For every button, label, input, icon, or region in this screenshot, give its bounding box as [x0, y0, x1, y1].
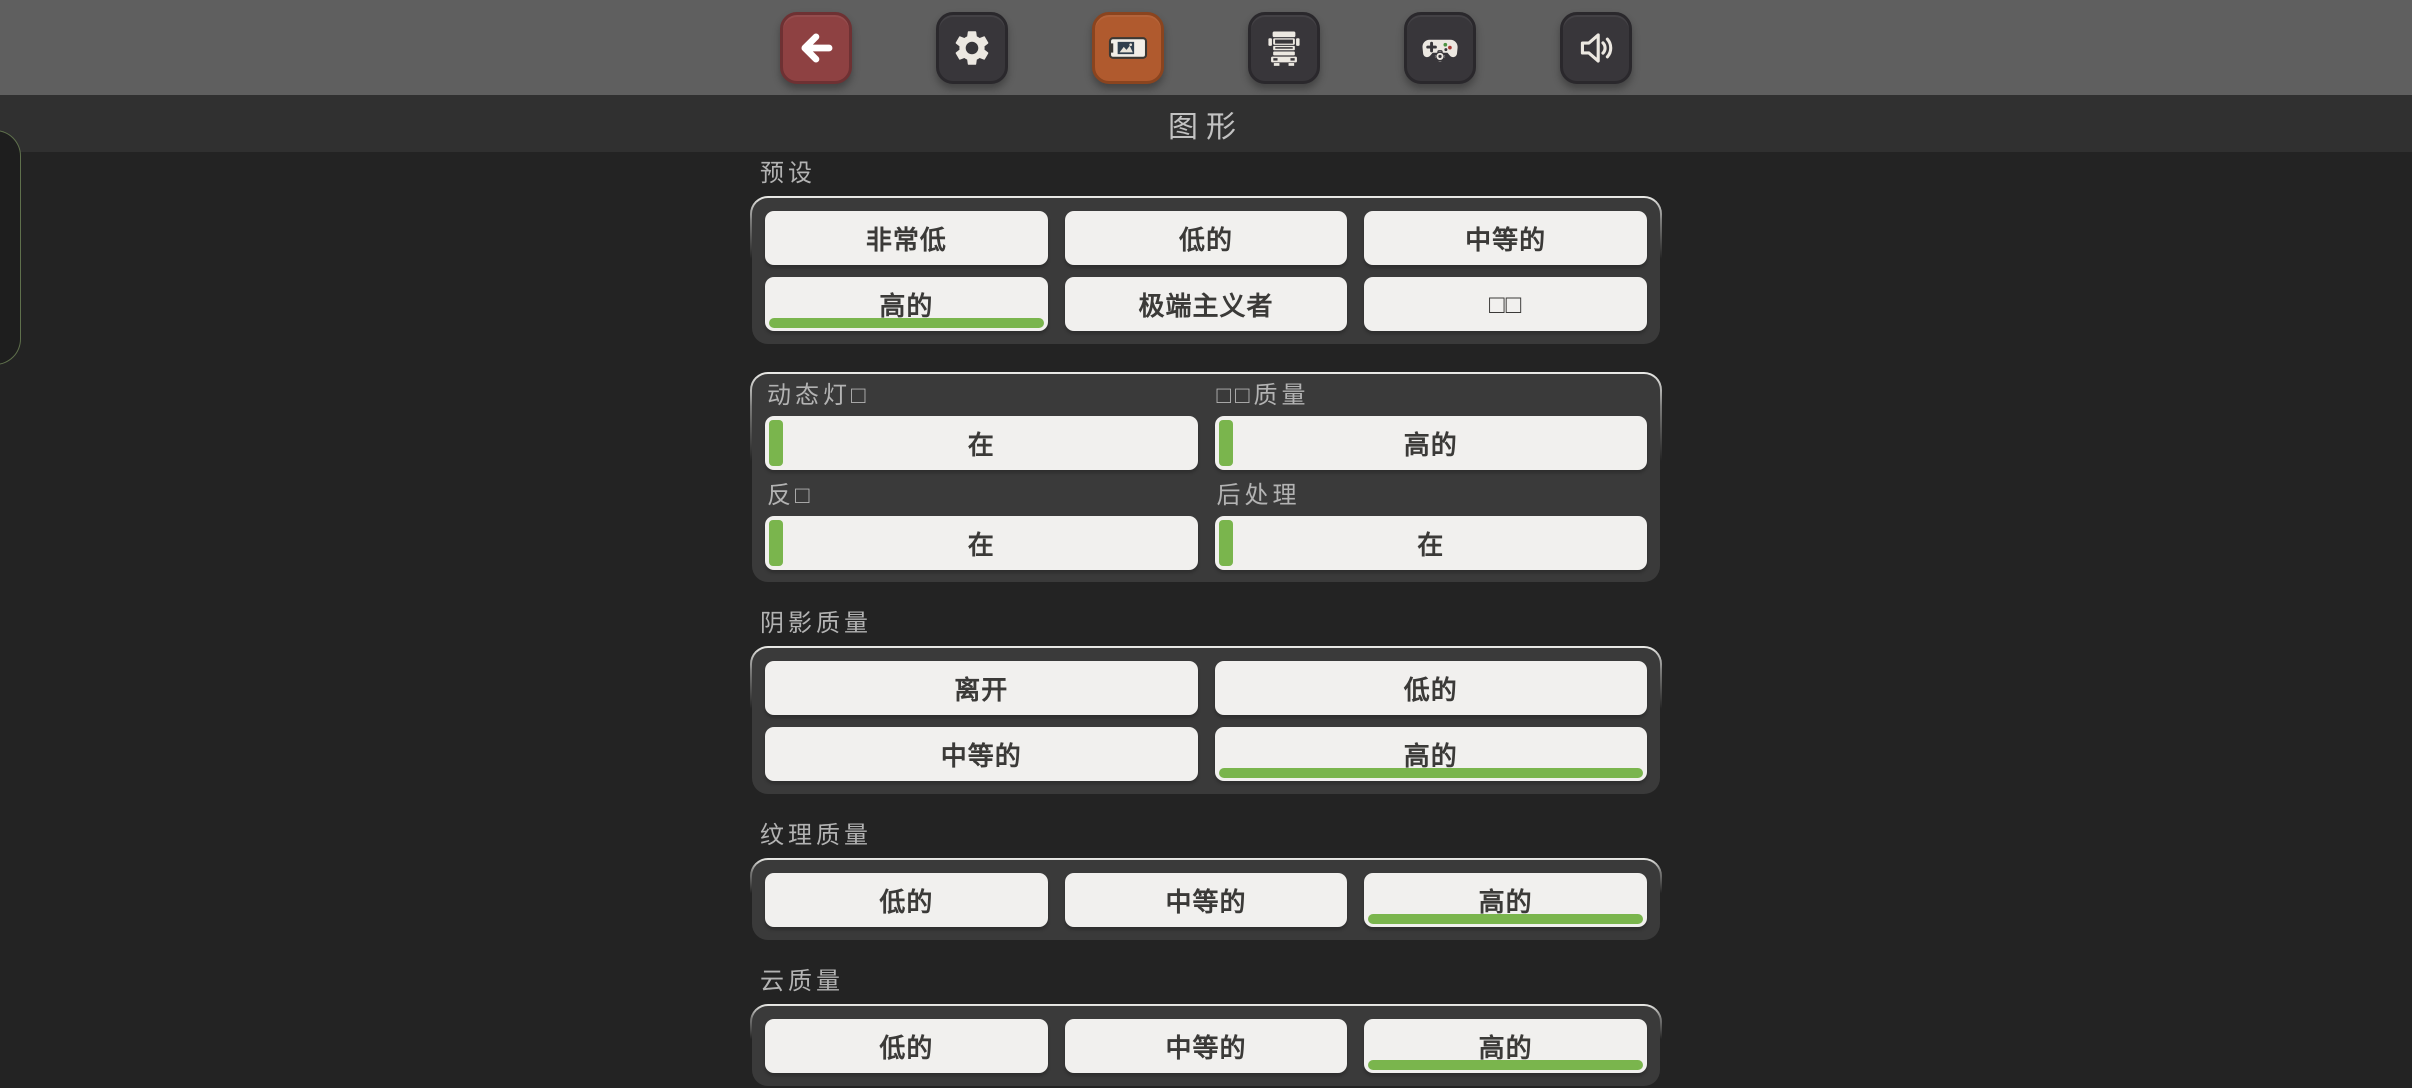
preset-very-low-button[interactable]: 非常低: [765, 211, 1048, 265]
on-indicator: [769, 420, 783, 466]
controls-settings-button[interactable]: [1404, 11, 1476, 84]
arrow-left-icon: [795, 27, 837, 69]
mirror-quality-label: □□质量: [1216, 382, 1310, 409]
section-texture-quality: 纹理质量 低的 中等的 高的: [750, 822, 1662, 942]
post-processing-cell: 后处理 在: [1214, 482, 1647, 570]
shadow-off-button[interactable]: 离开: [765, 661, 1198, 715]
post-processing-label: 后处理: [1216, 482, 1301, 509]
texture-quality-label: 纹理质量: [760, 822, 872, 849]
truck-settings-button[interactable]: [1248, 11, 1320, 84]
back-button[interactable]: [780, 11, 852, 84]
dynamic-light-label: 动态灯□: [767, 382, 870, 409]
top-icon-bar: [0, 0, 2412, 95]
selected-indicator: [1368, 1060, 1643, 1070]
texture-low-button[interactable]: 低的: [765, 873, 1048, 927]
shadow-medium-button[interactable]: 中等的: [765, 727, 1198, 781]
speaker-icon: [1574, 26, 1618, 70]
cloud-high-button[interactable]: 高的: [1364, 1019, 1647, 1073]
section-presets-label: 预设: [760, 160, 816, 187]
reflection-label: 反□: [767, 482, 814, 509]
section-shadow-quality: 阴影质量 离开 低的 中等的 高的: [750, 610, 1662, 796]
mirror-quality-toggle[interactable]: 高的: [1214, 416, 1647, 470]
preset-low-button[interactable]: 低的: [1064, 211, 1348, 265]
section-cloud-quality: 云质量 低的 中等的 高的: [750, 968, 1662, 1088]
graphics-settings-button[interactable]: [1092, 11, 1164, 84]
reflection-toggle[interactable]: 在: [765, 516, 1198, 570]
shadow-quality-label: 阴影质量: [760, 610, 872, 637]
shadow-high-button[interactable]: 高的: [1214, 727, 1647, 781]
cloud-medium-button[interactable]: 中等的: [1064, 1019, 1348, 1073]
image-icon: [1105, 25, 1151, 71]
post-processing-toggle[interactable]: 在: [1214, 516, 1647, 570]
on-indicator: [769, 520, 783, 566]
mirror-quality-cell: □□质量 高的: [1214, 382, 1647, 470]
section-toggles: 动态灯□ 在 □□质量 高的 反□: [750, 372, 1662, 584]
selected-indicator: [769, 318, 1044, 328]
settings-content: 预设 非常低 低的 中等的 高的 极端主义者: [0, 152, 2412, 1088]
preset-medium-button[interactable]: 中等的: [1364, 211, 1647, 265]
preset-custom-button[interactable]: □□: [1364, 277, 1647, 331]
cloud-quality-label: 云质量: [760, 968, 844, 995]
dynamic-light-toggle[interactable]: 在: [765, 416, 1198, 470]
shadow-low-button[interactable]: 低的: [1214, 661, 1647, 715]
gear-icon: [951, 27, 993, 69]
section-presets: 预设 非常低 低的 中等的 高的 极端主义者: [750, 160, 1662, 346]
on-indicator: [1218, 520, 1233, 566]
selected-indicator: [1368, 914, 1643, 924]
truck-icon: [1263, 27, 1305, 69]
on-indicator: [1218, 420, 1233, 466]
reflection-cell: 反□ 在: [765, 482, 1198, 570]
title-bar: 图形: [0, 95, 2412, 152]
dynamic-light-cell: 动态灯□ 在: [765, 382, 1198, 470]
sound-settings-button[interactable]: [1560, 11, 1632, 84]
texture-medium-button[interactable]: 中等的: [1064, 873, 1348, 927]
preset-high-button[interactable]: 高的: [765, 277, 1048, 331]
texture-high-button[interactable]: 高的: [1364, 873, 1647, 927]
general-settings-button[interactable]: [936, 11, 1008, 84]
cloud-low-button[interactable]: 低的: [765, 1019, 1048, 1073]
selected-indicator: [1218, 768, 1643, 778]
gamepad-icon: [1418, 26, 1462, 70]
preset-extreme-button[interactable]: 极端主义者: [1064, 277, 1348, 331]
page-title: 图形: [1168, 110, 1244, 144]
